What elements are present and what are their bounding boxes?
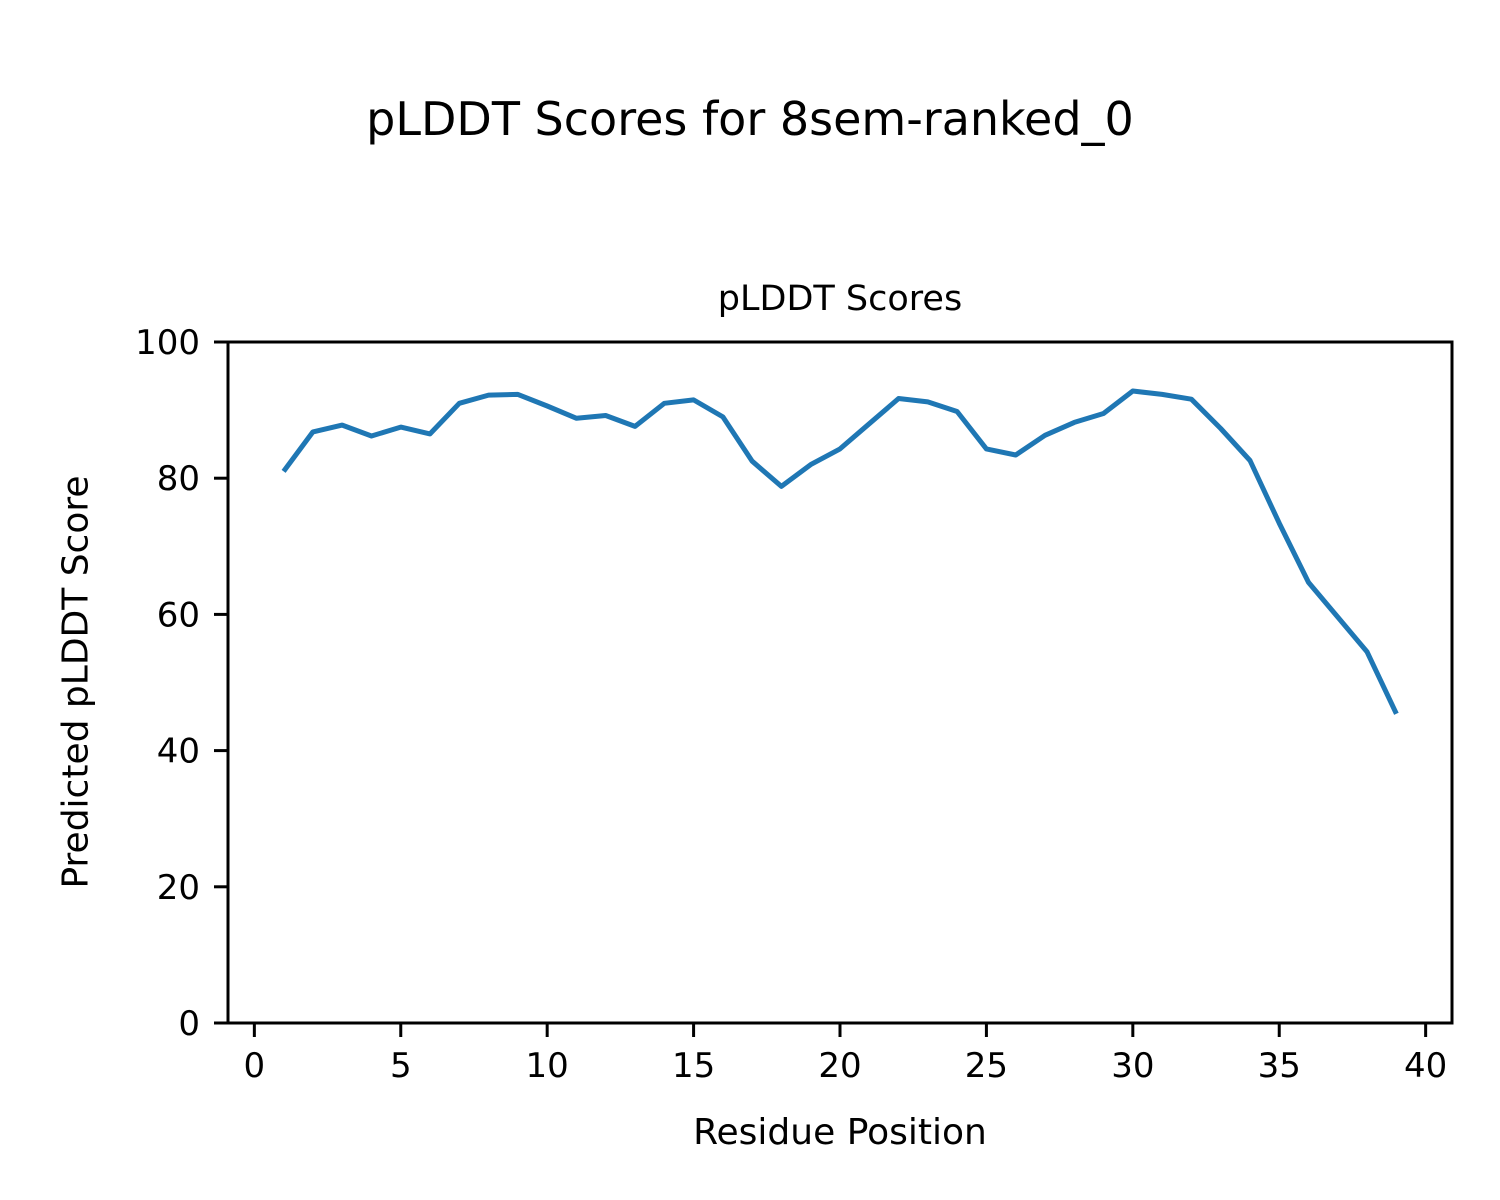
y-tick-label: 20 [157, 868, 200, 908]
axes-frame [226, 340, 1454, 1025]
x-tick-label: 35 [1258, 1046, 1301, 1086]
y-tick-label: 80 [157, 459, 200, 499]
x-tick-label: 5 [390, 1046, 412, 1086]
x-tick-label: 0 [244, 1046, 266, 1086]
axes-title: pLDDT Scores [717, 279, 963, 319]
plddt-line [281, 388, 1399, 715]
figure-title: pLDDT Scores for 8sem-ranked_0 [366, 92, 1134, 146]
y-tick-label: 0 [178, 1004, 200, 1044]
y-tick-label: 40 [157, 732, 200, 772]
x-axis-label: Residue Position [693, 1112, 987, 1153]
x-tick-label: 20 [818, 1046, 861, 1086]
y-tick-label: 60 [157, 595, 200, 635]
x-tick-label: 40 [1404, 1046, 1447, 1086]
x-tick-label: 10 [526, 1046, 569, 1086]
x-tick-label: 30 [1111, 1046, 1154, 1086]
y-tick-label: 100 [135, 323, 200, 363]
x-tick-label: 25 [965, 1046, 1008, 1086]
x-tick-label: 15 [672, 1046, 715, 1086]
